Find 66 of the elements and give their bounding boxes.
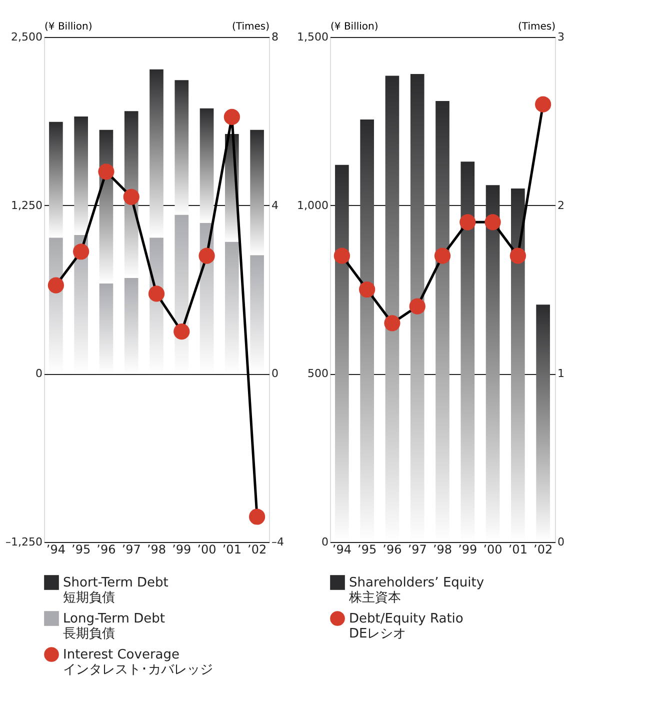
- y-tick-label: 1,250: [11, 198, 42, 212]
- x-tick-label: ’97: [122, 542, 141, 556]
- y-axis-title: (¥ Billion): [44, 22, 92, 32]
- bar: [250, 130, 264, 256]
- point: [98, 164, 114, 180]
- point: [334, 248, 350, 264]
- legend-label: Short-Term Debt 短期負債: [63, 576, 168, 606]
- x-tick-label: ’98: [432, 542, 452, 556]
- x-tick-label: ’02: [248, 542, 267, 556]
- y-axis-title: (¥ Billion): [330, 22, 378, 32]
- x-tick-label: ’95: [72, 542, 91, 556]
- x-tick-label: ’00: [197, 542, 216, 556]
- point: [248, 508, 266, 525]
- point: [510, 248, 526, 264]
- y2-tick-label: –4: [272, 536, 284, 548]
- point: [224, 108, 240, 126]
- point: [48, 277, 64, 294]
- x-tick-label: ’02: [534, 542, 553, 556]
- x-tick-label: ’98: [146, 542, 166, 556]
- y2-tick-label: 0: [272, 367, 278, 380]
- legend-label: Shareholders’ Equity 株主資本: [348, 576, 484, 606]
- point: [174, 324, 190, 340]
- point: [359, 281, 376, 298]
- x-tick-label: ’99: [172, 542, 192, 556]
- point: [198, 248, 215, 264]
- x-tick-label: ’01: [508, 542, 528, 556]
- bar: [150, 69, 164, 238]
- point: [148, 286, 165, 302]
- y-tick-label: 0: [36, 367, 42, 380]
- bar: [174, 80, 189, 215]
- y-tick-label: 2,500: [11, 30, 42, 44]
- point: [123, 188, 140, 205]
- x-tick-label: ’94: [332, 542, 352, 556]
- y-tick-label: 1,000: [297, 198, 328, 212]
- x-tick-label: ’95: [358, 542, 377, 556]
- y-tick-label: 0: [322, 536, 328, 548]
- y2-tick-label: 2: [558, 198, 564, 212]
- point: [534, 96, 552, 112]
- legend-label: Interest Coverage インタレスト･カバレッジ: [63, 648, 213, 678]
- y-tick-label: –1,250: [6, 536, 42, 548]
- x-tick-label: ’96: [382, 542, 402, 556]
- y2-tick-label: 0: [558, 536, 564, 548]
- x-tick-label: ’97: [408, 542, 427, 556]
- x-tick-label: ’96: [96, 542, 116, 556]
- point: [384, 315, 400, 332]
- legend-label: Debt/Equity Ratio DEレシオ: [349, 612, 464, 642]
- x-tick-label: ’00: [483, 542, 502, 556]
- y-tick-label: 1,500: [297, 30, 328, 44]
- y2-axis-title: (Times): [518, 22, 556, 32]
- x-tick-label: ’99: [458, 542, 478, 556]
- point: [434, 248, 451, 264]
- y2-tick-label: 8: [272, 30, 278, 44]
- point: [409, 298, 426, 314]
- y2-tick-label: 3: [558, 30, 564, 44]
- y2-tick-label: 4: [272, 198, 278, 212]
- bar: [200, 108, 214, 223]
- y-tick-label: 500: [308, 367, 328, 380]
- x-tick-label: ’01: [222, 542, 242, 556]
- y2-tick-label: 1: [558, 367, 564, 380]
- point: [73, 244, 90, 260]
- bar: [49, 122, 63, 238]
- legend-label: Long-Term Debt 長期負債: [63, 612, 165, 642]
- y2-axis-title: (Times): [232, 22, 270, 32]
- point: [484, 214, 501, 230]
- x-tick-label: ’94: [46, 542, 66, 556]
- point: [460, 214, 476, 230]
